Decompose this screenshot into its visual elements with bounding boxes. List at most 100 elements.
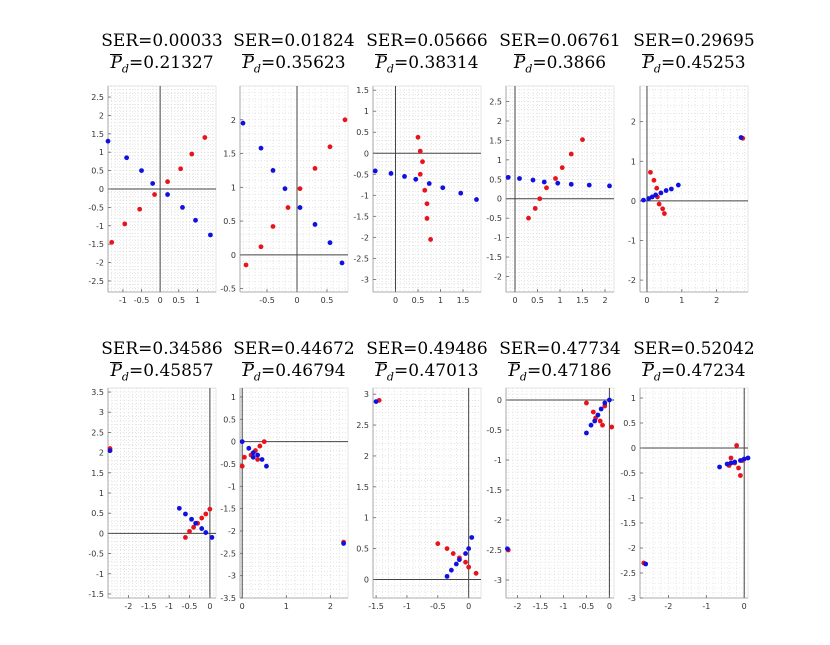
y-tick-label: 1.5 — [489, 136, 502, 145]
x-tick-label: -0.5 — [430, 602, 446, 611]
blue-point — [738, 458, 743, 463]
blue-point — [180, 204, 185, 210]
y-tick-label: -0.5 — [486, 214, 502, 223]
pd-value: 0.46794 — [275, 361, 346, 381]
x-tick-label: 0 — [644, 296, 649, 305]
y-tick-label: -1.5 — [486, 253, 502, 262]
series-red — [243, 117, 348, 268]
y-tick-label: 0 — [497, 195, 502, 204]
ser-value: 0.06761 — [550, 31, 621, 51]
blue-point — [413, 176, 419, 182]
series-blue — [105, 138, 213, 238]
red-point — [122, 221, 128, 227]
blue-point — [199, 526, 205, 531]
x-tick-label: 1 — [284, 602, 289, 611]
y-tick-label: -2 — [628, 544, 636, 553]
y-tick-label: 1.5 — [91, 469, 104, 478]
x-tick-label: -1 — [403, 602, 411, 611]
blue-point — [724, 461, 730, 467]
red-point — [207, 506, 213, 512]
y-tick-label: 0 — [364, 575, 369, 584]
x-tick-label: -1.5 — [368, 602, 384, 611]
y-tick-label: 0 — [364, 149, 369, 158]
x-tick-label: -1.5 — [533, 602, 549, 611]
blue-point — [607, 183, 612, 189]
x-tick-label: 0.5 — [531, 296, 544, 305]
y-tick-label: 1 — [99, 489, 104, 498]
series-blue — [239, 439, 346, 546]
pd-value: 0.47234 — [675, 361, 746, 381]
red-point — [435, 541, 441, 547]
blue-point — [595, 412, 601, 418]
y-tick-label: 0 — [631, 197, 636, 206]
y-tick-label: -0.5 — [88, 203, 104, 212]
axes-box — [239, 85, 349, 293]
y-tick-label: 1 — [231, 393, 236, 402]
x-tick-label: 1 — [195, 296, 200, 305]
y-tick-label: 2.5 — [91, 428, 104, 437]
x-tick-label: 0 — [742, 602, 747, 611]
red-point — [580, 137, 585, 143]
red-point — [327, 144, 333, 150]
blue-point — [373, 399, 379, 404]
y-tick-label: -2 — [96, 259, 104, 268]
y-tick-label: -1 — [96, 222, 104, 231]
blue-point — [717, 464, 722, 470]
red-point — [544, 185, 549, 191]
x-tick-label: 2 — [602, 296, 607, 305]
red-point — [270, 224, 276, 229]
series-blue — [373, 399, 475, 579]
blue-point — [165, 192, 170, 197]
red-point — [342, 117, 348, 123]
ser-value: 0.34586 — [152, 339, 223, 359]
x-tick-label: 1.5 — [457, 296, 470, 305]
ser-label: SER=0.49486 — [366, 339, 488, 359]
red-point — [422, 187, 428, 193]
series-blue — [641, 135, 744, 203]
blue-point — [270, 168, 276, 173]
red-point — [312, 166, 318, 171]
blue-point — [466, 546, 472, 551]
blue-point — [258, 145, 264, 151]
red-point — [473, 570, 479, 576]
red-point — [600, 422, 605, 428]
blue-point — [505, 174, 511, 180]
grid — [640, 387, 748, 599]
y-tick-label: 2 — [497, 117, 502, 126]
red-point — [590, 409, 596, 415]
blue-point — [530, 177, 536, 183]
pd-value: 0.35623 — [275, 53, 346, 73]
x-tick-label: 0 — [393, 296, 398, 305]
series-blue — [372, 168, 479, 202]
x-tick-label: 0.5 — [321, 296, 334, 305]
x-tick-label: -1 — [119, 296, 127, 305]
blue-point — [555, 180, 561, 186]
series-red — [415, 134, 433, 242]
y-tick-label: 1 — [99, 148, 104, 157]
x-tick-label: 2 — [328, 602, 333, 611]
y-tick-label: -2 — [494, 272, 502, 281]
y-tick-label: -3 — [628, 594, 636, 603]
ser-label: SER=0.47734 — [499, 339, 621, 359]
red-point — [609, 424, 615, 430]
y-tick-label: 3.5 — [91, 388, 104, 397]
x-tick-label: -0.5 — [182, 602, 198, 611]
blue-point — [255, 452, 261, 458]
ser-label: SER=0.00033 — [101, 31, 223, 51]
blue-point — [607, 397, 612, 403]
scatter-panel-4: 0 0.5 1 1.5 2 -2 -1.5 -1 -0.5 0 0.5 1 1.5 2 2.5 — [486, 85, 615, 305]
blue-point — [568, 181, 574, 187]
grid — [372, 85, 482, 292]
grid — [107, 387, 216, 599]
red-point — [466, 564, 472, 570]
blue-point — [463, 551, 468, 556]
y-tick-label: 0 — [231, 438, 236, 447]
scatter-panel-7: 0 1 2 -3.5 -3 -2.5 -2 -1.5 -1 -0.5 0 0.5 1 — [220, 387, 349, 611]
ser-value: 0.05666 — [417, 31, 488, 51]
y-tick-label: -3 — [228, 572, 236, 581]
y-tick-label: 2 — [364, 452, 369, 461]
pd-value: 0.45857 — [143, 361, 214, 381]
